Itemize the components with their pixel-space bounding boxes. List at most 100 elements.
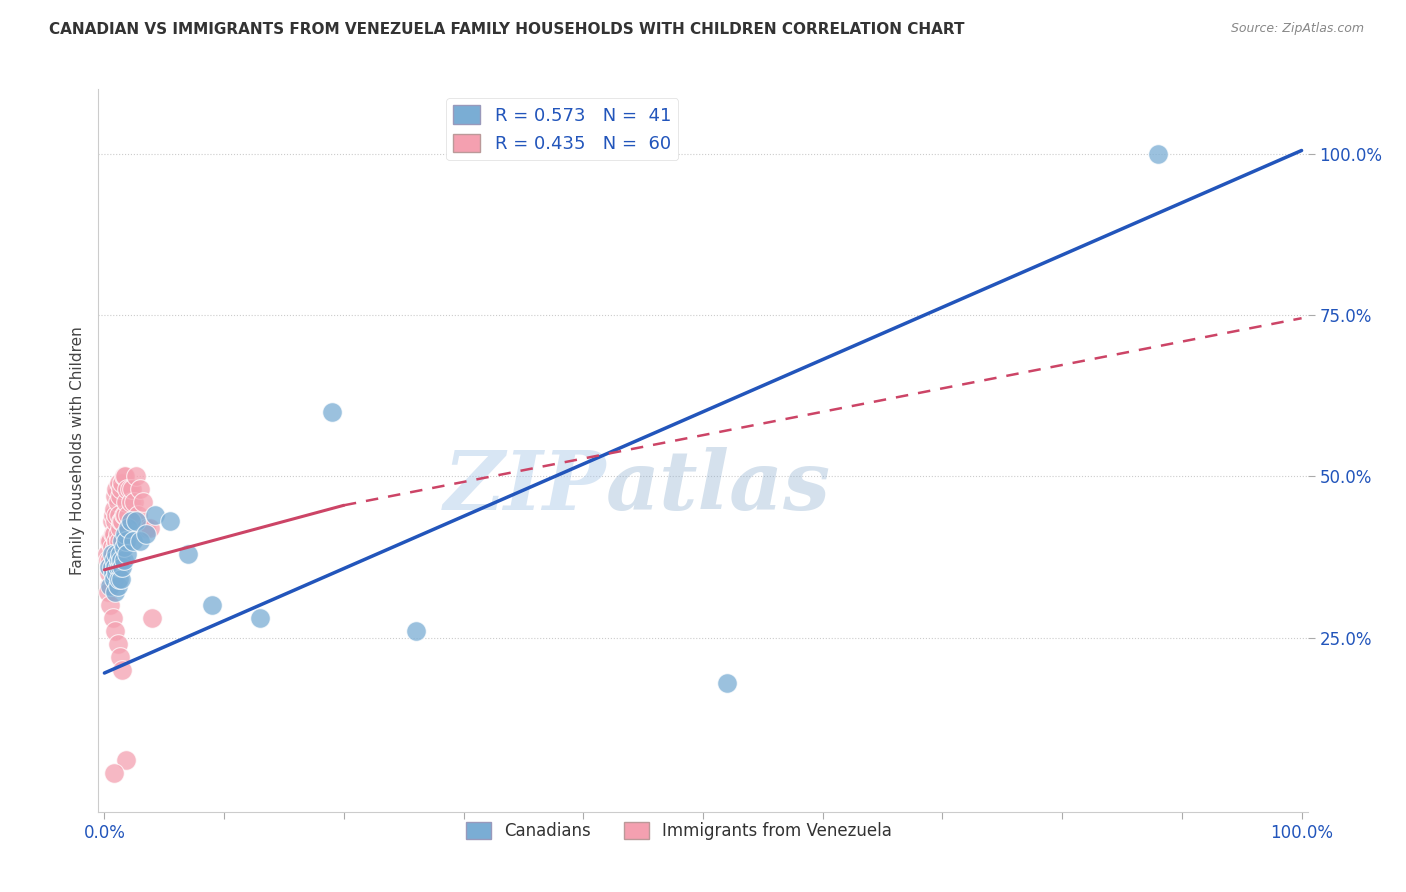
Point: [115, 482, 138, 496]
Text: CANADIAN VS IMMIGRANTS FROM VENEZUELA FAMILY HOUSEHOLDS WITH CHILDREN CORRELATIO: CANADIAN VS IMMIGRANTS FROM VENEZUELA FA…: [49, 22, 965, 37]
Point: [139, 521, 162, 535]
Point: [117, 521, 139, 535]
Point: [103, 527, 125, 541]
Point: [405, 624, 427, 639]
Point: [103, 573, 125, 587]
Point: [111, 475, 134, 490]
Text: Source: ZipAtlas.com: Source: ZipAtlas.com: [1230, 22, 1364, 36]
Point: [111, 533, 134, 548]
Point: [135, 521, 157, 535]
Point: [105, 566, 128, 580]
Point: [124, 469, 146, 483]
Point: [115, 495, 138, 509]
Text: ZIP: ZIP: [444, 447, 606, 526]
Point: [107, 508, 129, 522]
Point: [100, 515, 122, 529]
Point: [107, 579, 129, 593]
Point: [100, 553, 122, 567]
Point: [141, 611, 163, 625]
Point: [107, 475, 129, 490]
Point: [101, 547, 124, 561]
Point: [117, 508, 139, 522]
Point: [107, 527, 129, 541]
Point: [100, 599, 122, 613]
Point: [101, 611, 124, 625]
Point: [104, 515, 127, 529]
Point: [104, 540, 127, 554]
Point: [104, 624, 127, 639]
Point: [107, 559, 129, 574]
Point: [105, 508, 128, 522]
Point: [111, 663, 134, 677]
Legend: Canadians, Immigrants from Venezuela: Canadians, Immigrants from Venezuela: [458, 815, 898, 847]
Text: atlas: atlas: [606, 447, 831, 526]
Point: [100, 579, 122, 593]
Point: [110, 482, 132, 496]
Point: [101, 508, 124, 522]
Point: [105, 533, 128, 548]
Point: [100, 559, 122, 574]
Point: [110, 573, 132, 587]
Point: [114, 508, 136, 522]
Point: [120, 515, 142, 529]
Point: [111, 515, 134, 529]
Point: [103, 553, 125, 567]
Point: [249, 611, 271, 625]
Point: [98, 566, 121, 580]
Point: [98, 533, 121, 548]
Point: [112, 469, 135, 483]
Point: [135, 527, 157, 541]
Point: [108, 559, 131, 574]
Point: [108, 489, 131, 503]
Point: [98, 579, 121, 593]
Point: [103, 766, 125, 780]
Point: [115, 753, 138, 767]
Point: [107, 533, 129, 548]
Point: [132, 495, 155, 509]
Point: [177, 547, 200, 561]
Point: [115, 547, 138, 561]
Point: [105, 482, 128, 496]
Point: [108, 649, 131, 664]
Point: [111, 559, 134, 574]
Point: [103, 501, 125, 516]
Point: [97, 553, 120, 567]
Y-axis label: Family Households with Children: Family Households with Children: [69, 326, 84, 574]
Point: [107, 637, 129, 651]
Point: [143, 508, 166, 522]
Point: [129, 533, 152, 548]
Point: [129, 482, 152, 496]
Point: [124, 515, 146, 529]
Point: [124, 495, 146, 509]
Point: [105, 547, 128, 561]
Point: [101, 566, 124, 580]
Point: [108, 521, 131, 535]
Point: [120, 495, 142, 509]
Point: [104, 585, 127, 599]
Point: [321, 405, 343, 419]
Point: [112, 540, 135, 554]
Point: [1147, 146, 1170, 161]
Point: [112, 553, 135, 567]
Point: [716, 675, 738, 690]
Point: [127, 508, 149, 522]
Point: [114, 469, 136, 483]
Point: [159, 515, 181, 529]
Point: [112, 508, 135, 522]
Point: [100, 540, 122, 554]
Point: [100, 559, 122, 574]
Point: [100, 547, 122, 561]
Point: [100, 533, 122, 548]
Point: [114, 527, 136, 541]
Point: [110, 553, 132, 567]
Point: [122, 533, 145, 548]
Point: [103, 553, 125, 567]
Point: [101, 527, 124, 541]
Point: [201, 599, 224, 613]
Point: [104, 489, 127, 503]
Point: [97, 585, 120, 599]
Point: [110, 515, 132, 529]
Point: [121, 482, 143, 496]
Point: [104, 559, 127, 574]
Point: [107, 573, 129, 587]
